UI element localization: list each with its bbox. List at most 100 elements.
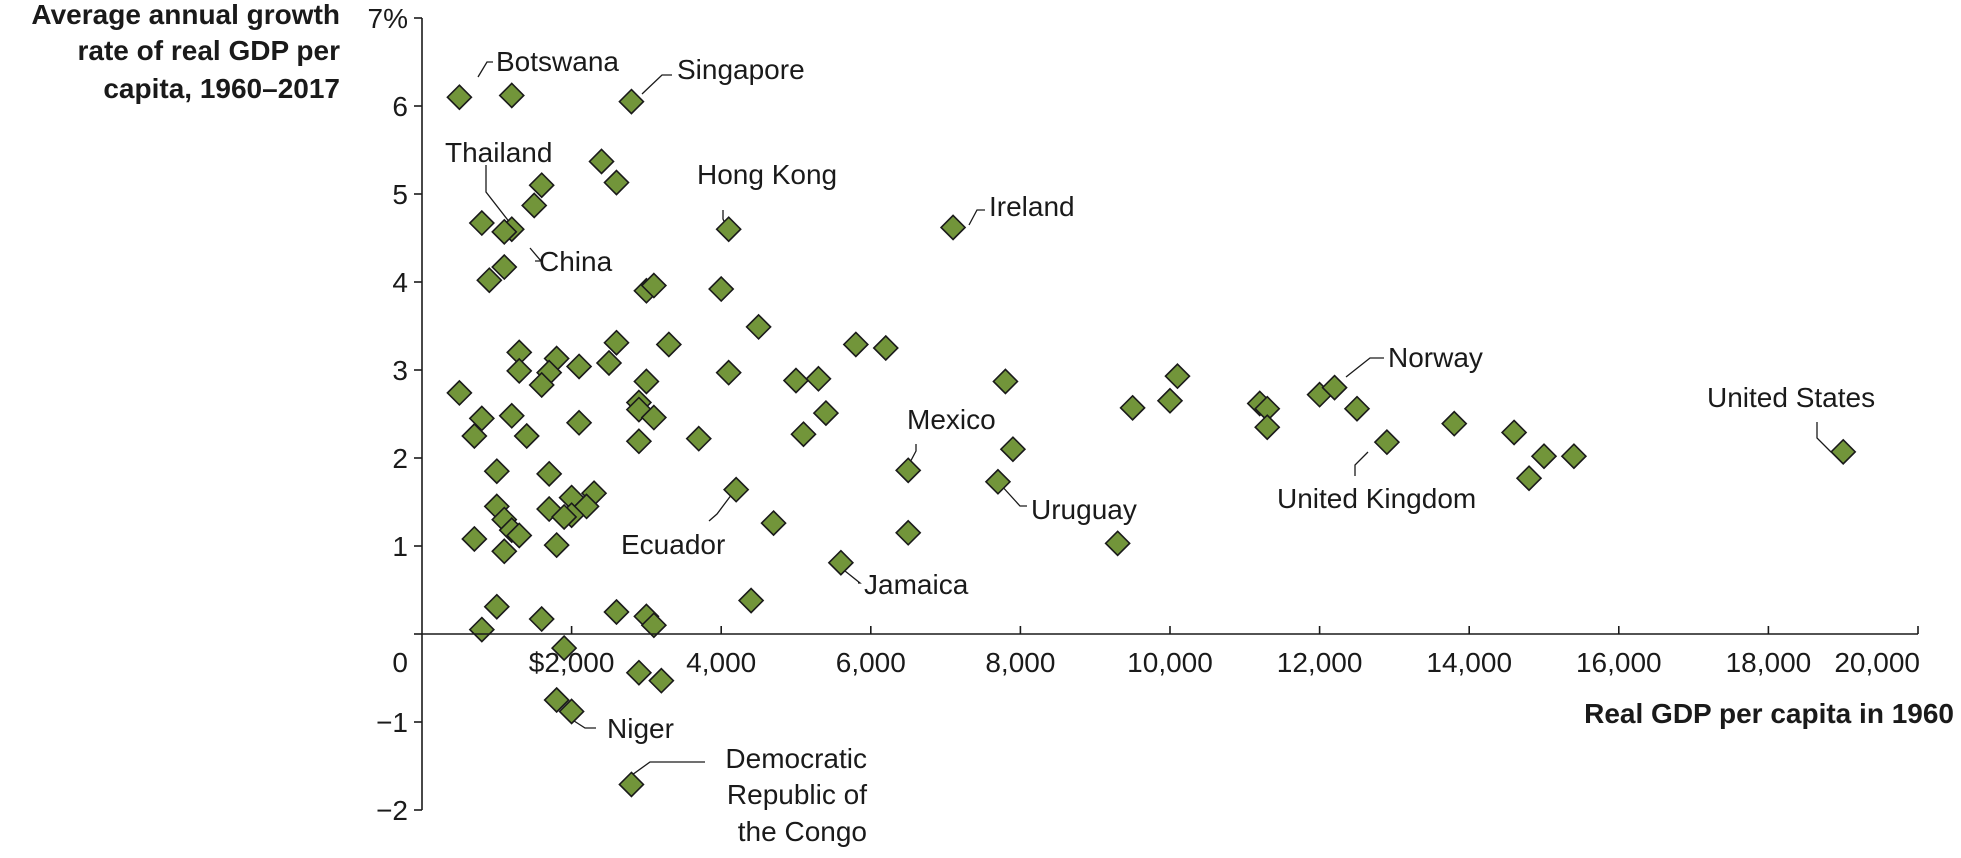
label-singapore: Singapore: [677, 54, 805, 85]
data-point: [992, 368, 1019, 395]
label-hong-kong: Hong Kong: [697, 159, 837, 190]
data-point: [812, 399, 840, 427]
data-point: [468, 209, 495, 237]
data-point: [618, 771, 645, 798]
data-point: [446, 84, 473, 111]
label-ecuador: Ecuador: [621, 529, 725, 560]
data-point: [999, 436, 1027, 463]
data-point: [715, 359, 742, 386]
y-tick-label: 4: [392, 267, 408, 298]
data-point: [498, 402, 525, 429]
data-point: [1343, 395, 1371, 422]
label-botswana: Botswana: [496, 46, 619, 77]
data-point: [715, 216, 742, 243]
x-axis-title: Real GDP per capita in 1960: [1584, 698, 1954, 729]
label-mexico: Mexico: [907, 404, 996, 435]
data-point: [506, 357, 533, 385]
y-tick-label: −2: [376, 795, 408, 826]
x-tick-label: 10,000: [1127, 647, 1213, 678]
data-point: [536, 460, 563, 487]
data-point: [737, 587, 765, 614]
data-point: [640, 612, 668, 639]
data-point: [588, 148, 615, 175]
data-point: [483, 458, 510, 485]
data-point: [790, 421, 817, 448]
data-point: [491, 538, 518, 565]
data-point: [491, 253, 518, 281]
label-united-kingdom: United Kingdom: [1277, 483, 1476, 514]
data-point: [1515, 465, 1543, 492]
x-tick-label: 6,000: [836, 647, 906, 678]
data-point: [685, 425, 712, 452]
y-tick-label: 7%: [368, 3, 408, 34]
data-point: [745, 313, 772, 341]
data-point: [506, 522, 533, 549]
label-china: China: [539, 246, 613, 277]
y-axis-title-line-2: rate of real GDP per: [78, 35, 341, 66]
label-niger: Niger: [607, 713, 674, 744]
data-point: [984, 468, 1012, 495]
y-tick-label: 6: [392, 91, 408, 122]
label-drc-line-3: the Congo: [738, 816, 867, 847]
data-point: [723, 476, 750, 503]
data-point: [498, 82, 525, 109]
data-point: [1441, 410, 1468, 437]
label-united-states: United States: [1707, 382, 1875, 413]
data-point: [1830, 438, 1857, 465]
data-point: [558, 698, 585, 725]
y-axis-ticks: 7% 6 5 4 3 2 1 0 −1 −2: [368, 3, 422, 826]
data-point: [827, 549, 855, 576]
y-tick-label: −1: [376, 707, 408, 738]
x-tick-label: 18,000: [1726, 647, 1812, 678]
data-points: [446, 82, 1857, 798]
data-point: [842, 331, 869, 358]
x-tick-label: 8,000: [985, 647, 1055, 678]
data-point: [550, 634, 578, 662]
data-point: [1156, 387, 1184, 414]
label-norway: Norway: [1388, 342, 1483, 373]
data-point: [603, 169, 630, 196]
x-tick-label: 12,000: [1277, 647, 1363, 678]
data-point: [565, 409, 593, 436]
data-point: [528, 605, 555, 633]
data-point: [895, 519, 922, 546]
label-drc-line-2: Republic of: [727, 779, 867, 810]
data-point: [805, 365, 832, 392]
data-point: [633, 368, 660, 395]
data-point: [1104, 530, 1131, 557]
y-axis-title-line-3: capita, 1960–2017: [103, 73, 340, 104]
data-point: [550, 503, 578, 531]
data-point: [1500, 419, 1528, 446]
data-point: [603, 598, 630, 626]
data-point: [895, 457, 922, 484]
data-point: [939, 214, 967, 241]
data-point: [476, 267, 503, 294]
data-point: [483, 593, 510, 620]
data-point: [573, 493, 600, 520]
data-point: [648, 667, 675, 694]
data-point: [491, 218, 518, 245]
data-point: [528, 371, 555, 399]
data-point: [543, 531, 570, 559]
x-tick-label: 20,000: [1834, 647, 1920, 678]
data-point: [640, 404, 668, 431]
x-tick-label: 4,000: [686, 647, 756, 678]
data-point: [595, 349, 623, 377]
data-point: [461, 525, 488, 553]
y-tick-label: 5: [392, 179, 408, 210]
data-point: [1321, 374, 1348, 401]
data-point: [708, 275, 735, 303]
data-point: [461, 422, 488, 450]
label-jamaica: Jamaica: [864, 569, 969, 600]
data-point: [446, 379, 473, 407]
data-point: [625, 659, 653, 686]
data-point: [655, 331, 682, 358]
label-thailand: Thailand: [445, 137, 552, 168]
x-axis-ticks: $2,000 4,000 6,000 8,000 10,000 12,000 14,000 1…: [529, 626, 1920, 678]
data-point: [1560, 443, 1588, 470]
data-point: [468, 616, 495, 643]
label-drc-line-1: Democratic: [725, 743, 867, 774]
data-point: [1164, 363, 1191, 390]
x-tick-label: 14,000: [1426, 647, 1512, 678]
